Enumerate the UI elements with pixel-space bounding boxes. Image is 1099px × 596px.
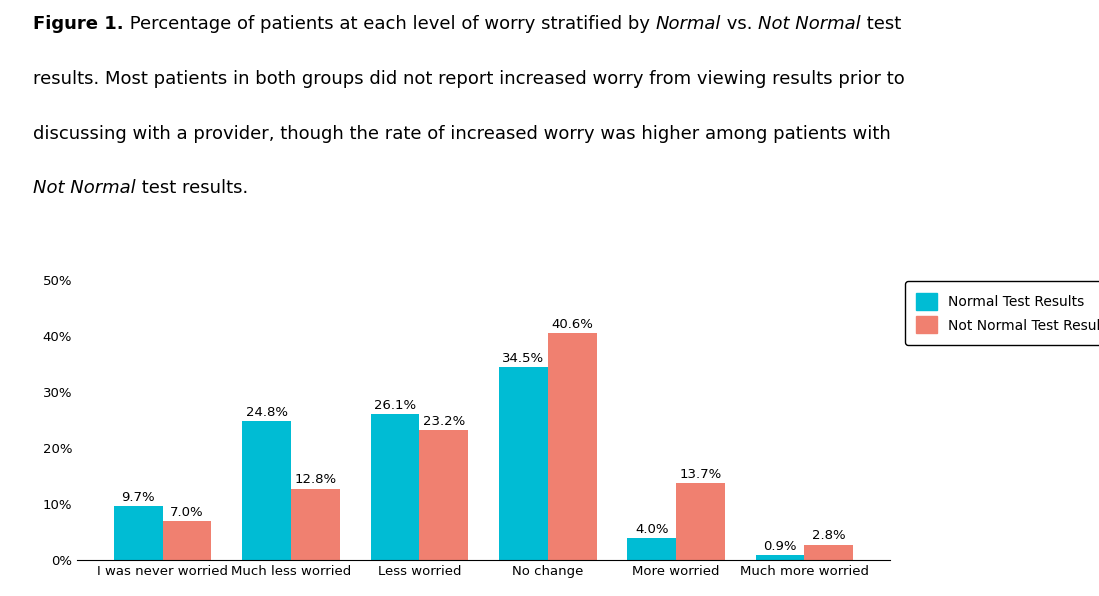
Bar (291, 489, 340, 560)
Bar (420, 430, 468, 560)
Text: 34.5%: 34.5% (502, 352, 544, 365)
Text: 23.2%: 23.2% (423, 415, 465, 428)
Text: 0.9%: 0.9% (764, 540, 797, 553)
Text: Not Normal: Not Normal (33, 179, 135, 197)
Text: Not Normal: Not Normal (758, 15, 861, 33)
Text: discussing with a provider, though the rate of increased worry was higher among : discussing with a provider, though the r… (33, 125, 890, 142)
Text: 26.1%: 26.1% (374, 399, 417, 412)
Text: 40.6%: 40.6% (552, 318, 593, 331)
Bar (163, 521, 211, 560)
Bar (499, 367, 547, 560)
Bar (676, 483, 725, 560)
Text: 12.8%: 12.8% (295, 473, 336, 486)
Bar (114, 506, 163, 560)
Bar (370, 414, 420, 560)
Text: 7.0%: 7.0% (170, 506, 204, 519)
Text: 4.0%: 4.0% (635, 523, 668, 536)
Text: 2.8%: 2.8% (812, 529, 845, 542)
Bar (628, 538, 676, 560)
Text: 9.7%: 9.7% (122, 491, 155, 504)
Bar (804, 545, 853, 560)
Text: vs.: vs. (721, 15, 758, 33)
Text: test results.: test results. (135, 179, 248, 197)
Text: test: test (861, 15, 901, 33)
Bar (242, 421, 291, 560)
Bar (547, 333, 597, 560)
Legend: Normal Test Results, Not Normal Test Results: Normal Test Results, Not Normal Test Res… (906, 281, 1099, 344)
Text: Percentage of patients at each level of worry stratified by: Percentage of patients at each level of … (123, 15, 655, 33)
Text: results. Most patients in both groups did not report increased worry from viewin: results. Most patients in both groups di… (33, 70, 904, 88)
Text: 24.8%: 24.8% (246, 406, 288, 419)
Text: 13.7%: 13.7% (679, 468, 722, 481)
Text: Normal: Normal (655, 15, 721, 33)
Text: Figure 1.: Figure 1. (33, 15, 123, 33)
Bar (756, 555, 804, 560)
